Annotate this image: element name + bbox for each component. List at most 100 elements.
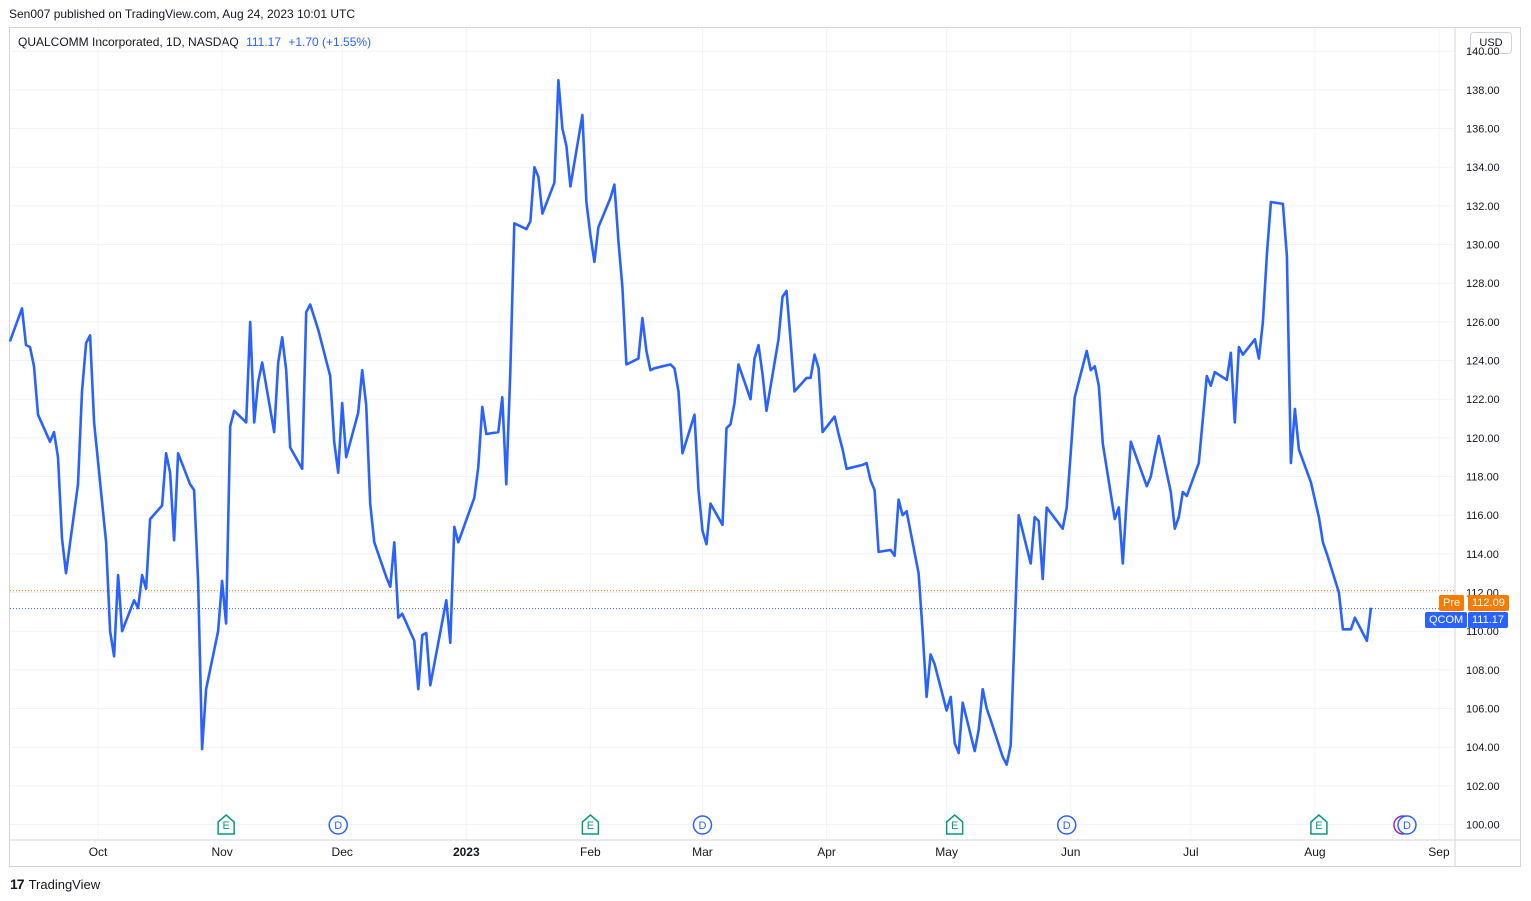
pre-badge-label: Pre — [1439, 595, 1465, 611]
data-point — [990, 719, 992, 721]
tradingview-logo[interactable]: 17 TradingView — [10, 876, 100, 892]
earnings-marker-shape — [217, 814, 235, 835]
data-point — [1262, 321, 1264, 323]
data-point — [77, 483, 79, 485]
data-point — [149, 518, 151, 520]
earnings-marker-shape — [1310, 814, 1328, 835]
data-point — [277, 361, 279, 364]
x-tick-label: Nov — [211, 845, 232, 859]
data-point — [301, 468, 303, 470]
data-point — [625, 363, 628, 365]
data-point — [85, 342, 87, 344]
data-point — [261, 361, 263, 364]
y-tick-label: 138.00 — [1466, 85, 1500, 97]
data-point — [1350, 628, 1352, 630]
data-point — [870, 479, 872, 481]
data-point — [1034, 516, 1036, 518]
event-marker-label: D — [699, 820, 707, 832]
data-point — [29, 346, 31, 348]
dividend-icon[interactable]: D — [328, 815, 348, 835]
data-point — [525, 228, 528, 230]
data-point — [537, 176, 540, 178]
data-point — [1030, 562, 1032, 565]
data-point — [257, 381, 259, 383]
data-point — [117, 574, 119, 576]
dividend-icon[interactable]: D — [692, 815, 713, 835]
earnings-icon[interactable]: E — [217, 814, 235, 835]
earnings-icon[interactable]: E — [581, 814, 600, 835]
data-point — [413, 640, 415, 642]
data-point — [393, 541, 395, 543]
data-point — [777, 338, 780, 340]
data-point — [1046, 506, 1048, 509]
data-point — [1094, 365, 1096, 367]
data-point — [930, 653, 932, 656]
data-point — [485, 433, 487, 435]
event-marker-label: E — [1315, 820, 1322, 832]
data-point — [749, 398, 752, 400]
data-point — [229, 425, 231, 427]
event-marker-label: D — [334, 820, 342, 832]
earnings-icon[interactable]: E — [945, 814, 964, 835]
earnings-icon[interactable]: E — [1310, 814, 1328, 835]
data-point — [1270, 201, 1272, 203]
data-point — [1298, 448, 1300, 451]
data-point — [21, 307, 23, 309]
legend-price: 111.17 — [246, 35, 281, 49]
data-point — [177, 452, 179, 454]
data-point — [1198, 462, 1200, 464]
data-point — [1098, 385, 1100, 387]
data-point — [389, 586, 391, 588]
y-tick-label: 110.00 — [1466, 626, 1499, 638]
dividend-icon[interactable]: D — [1056, 815, 1077, 835]
data-point — [785, 290, 788, 292]
data-point — [165, 452, 167, 454]
currency-button[interactable]: USD — [1470, 32, 1512, 54]
event-marker-shape — [328, 815, 348, 835]
data-point — [533, 166, 536, 168]
data-point — [645, 350, 648, 352]
event-marker-label: D — [1403, 820, 1411, 832]
x-tick-label: Aug — [1304, 845, 1325, 859]
event-marker-shape — [1056, 815, 1077, 835]
data-point — [421, 634, 423, 636]
data-point — [926, 696, 928, 698]
data-point — [1354, 617, 1356, 619]
data-point — [553, 182, 556, 184]
y-tick-label: 130.00 — [1466, 240, 1500, 252]
data-point — [986, 707, 988, 710]
data-point — [906, 510, 908, 512]
data-point — [838, 433, 840, 435]
data-point — [249, 321, 251, 323]
data-point — [333, 441, 335, 443]
data-point — [765, 410, 768, 412]
event-marker-label: D — [1063, 820, 1071, 832]
data-point — [1130, 441, 1132, 443]
data-point — [201, 748, 203, 750]
data-point — [61, 537, 63, 540]
data-point — [974, 750, 976, 752]
data-point — [345, 456, 347, 458]
data-point — [205, 688, 207, 690]
data-point — [1170, 491, 1172, 493]
data-point — [357, 412, 359, 414]
y-tick-label: 134.00 — [1466, 162, 1500, 174]
data-point — [397, 617, 399, 619]
data-point — [565, 145, 568, 147]
data-point — [1226, 379, 1228, 381]
data-point — [1042, 578, 1044, 580]
data-point — [673, 367, 676, 369]
pre-badge-value: 112.09 — [1468, 595, 1509, 611]
data-point — [317, 329, 319, 331]
data-point — [133, 599, 135, 601]
data-point — [273, 431, 275, 433]
data-point — [693, 414, 696, 416]
data-point — [810, 377, 812, 379]
y-tick-label: 104.00 — [1466, 742, 1500, 754]
x-tick-label: Feb — [580, 845, 601, 859]
data-point — [846, 468, 848, 470]
dividend-icon[interactable]: D — [1397, 815, 1417, 835]
data-point — [1338, 591, 1340, 594]
chart-legend: QUALCOMM Incorporated, 1D, NASDAQ 111.17… — [18, 35, 371, 49]
